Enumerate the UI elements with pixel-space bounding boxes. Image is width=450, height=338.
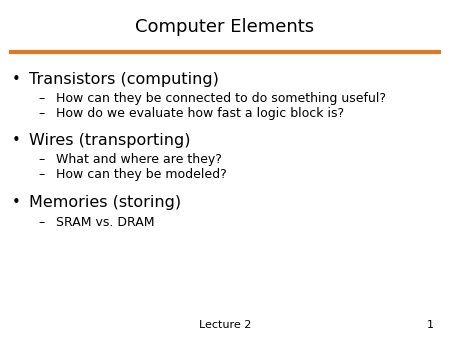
- Text: Wires (transporting): Wires (transporting): [29, 133, 191, 148]
- Text: Computer Elements: Computer Elements: [135, 18, 315, 36]
- Text: 1: 1: [427, 319, 434, 330]
- Text: •: •: [11, 72, 20, 87]
- Text: –: –: [38, 216, 45, 228]
- Text: How can they be modeled?: How can they be modeled?: [56, 168, 227, 180]
- Text: –: –: [38, 107, 45, 120]
- Text: Memories (storing): Memories (storing): [29, 195, 181, 210]
- Text: –: –: [38, 153, 45, 166]
- Text: •: •: [11, 133, 20, 148]
- Text: •: •: [11, 195, 20, 210]
- Text: Lecture 2: Lecture 2: [199, 319, 251, 330]
- Text: How do we evaluate how fast a logic block is?: How do we evaluate how fast a logic bloc…: [56, 107, 344, 120]
- Text: –: –: [38, 92, 45, 105]
- Text: Transistors (computing): Transistors (computing): [29, 72, 219, 87]
- Text: What and where are they?: What and where are they?: [56, 153, 222, 166]
- Text: SRAM vs. DRAM: SRAM vs. DRAM: [56, 216, 155, 228]
- Text: –: –: [38, 168, 45, 180]
- Text: How can they be connected to do something useful?: How can they be connected to do somethin…: [56, 92, 386, 105]
